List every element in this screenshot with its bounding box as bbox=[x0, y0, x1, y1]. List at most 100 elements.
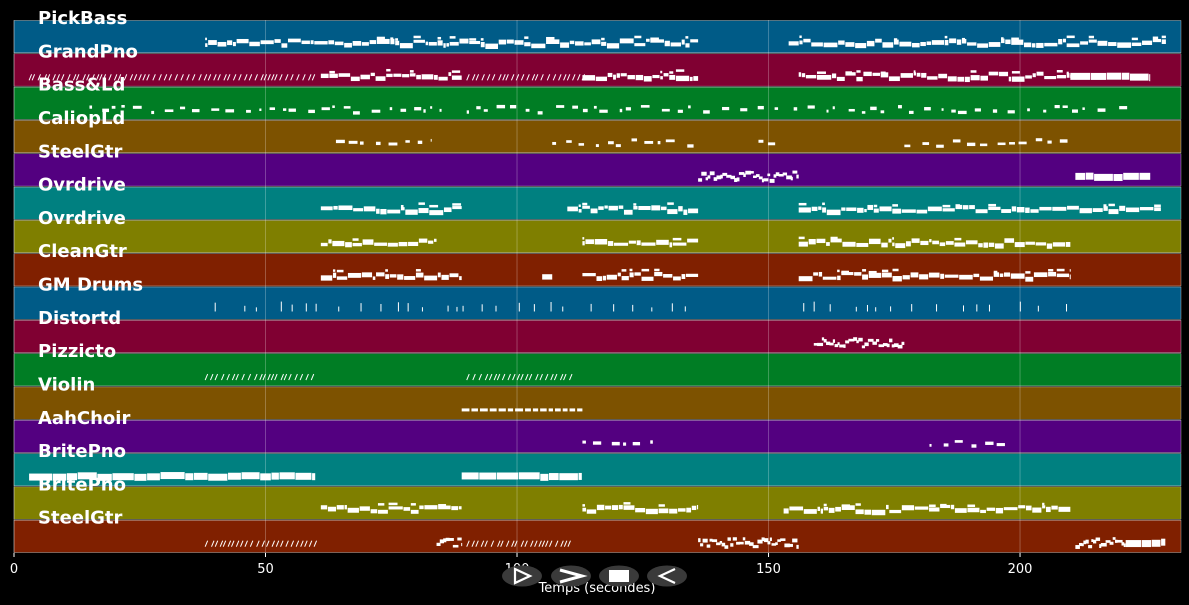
note bbox=[1075, 545, 1080, 549]
note bbox=[769, 537, 772, 541]
note bbox=[856, 76, 863, 82]
note bbox=[952, 139, 961, 143]
note bbox=[546, 39, 560, 44]
note bbox=[388, 142, 398, 146]
note bbox=[745, 170, 751, 175]
note bbox=[1125, 207, 1140, 213]
note bbox=[816, 238, 826, 244]
note bbox=[397, 274, 404, 280]
note bbox=[213, 74, 217, 81]
note bbox=[1048, 271, 1057, 277]
note bbox=[664, 40, 670, 47]
note bbox=[629, 272, 634, 278]
note bbox=[955, 204, 960, 207]
note bbox=[1108, 203, 1115, 207]
note bbox=[415, 269, 421, 272]
note bbox=[582, 504, 586, 507]
stop-button[interactable] bbox=[599, 565, 639, 587]
note bbox=[549, 540, 553, 547]
note bbox=[774, 107, 779, 110]
note bbox=[211, 540, 215, 547]
note bbox=[479, 408, 488, 412]
note bbox=[929, 507, 940, 512]
track-row bbox=[13, 153, 1182, 187]
note bbox=[75, 74, 80, 81]
note bbox=[752, 545, 759, 549]
note bbox=[540, 408, 547, 412]
note bbox=[443, 538, 447, 543]
note bbox=[386, 73, 393, 78]
note bbox=[217, 74, 221, 81]
note bbox=[332, 105, 335, 108]
note bbox=[738, 172, 745, 175]
note bbox=[1161, 35, 1166, 39]
note bbox=[421, 74, 434, 80]
note bbox=[359, 506, 370, 511]
note bbox=[418, 208, 429, 214]
note bbox=[856, 70, 861, 73]
note bbox=[914, 506, 929, 510]
note bbox=[900, 73, 913, 78]
note bbox=[892, 276, 902, 282]
note bbox=[1001, 209, 1012, 213]
note bbox=[1033, 272, 1048, 278]
note bbox=[845, 71, 853, 74]
note bbox=[563, 74, 567, 81]
note bbox=[1088, 39, 1097, 43]
note bbox=[553, 373, 558, 381]
note bbox=[362, 239, 374, 245]
note bbox=[338, 205, 353, 211]
note bbox=[466, 373, 470, 381]
note bbox=[1151, 539, 1161, 547]
note bbox=[497, 540, 501, 547]
note bbox=[274, 39, 281, 43]
playback-controls[interactable] bbox=[502, 565, 687, 587]
note bbox=[578, 209, 582, 213]
note bbox=[687, 238, 699, 243]
note bbox=[60, 74, 65, 81]
note bbox=[288, 108, 296, 112]
fast-forward-button[interactable] bbox=[551, 565, 591, 587]
note bbox=[897, 344, 903, 349]
note bbox=[577, 408, 583, 412]
note bbox=[400, 108, 407, 112]
note bbox=[873, 204, 878, 208]
note bbox=[996, 443, 1005, 447]
note bbox=[892, 268, 899, 272]
note bbox=[1032, 73, 1036, 78]
note bbox=[820, 508, 823, 514]
note bbox=[1152, 38, 1162, 43]
note bbox=[1129, 73, 1149, 81]
note bbox=[611, 441, 620, 446]
note bbox=[944, 35, 948, 39]
note bbox=[837, 342, 840, 346]
note bbox=[214, 373, 219, 381]
note-marks bbox=[28, 35, 1166, 549]
note bbox=[448, 538, 454, 541]
note bbox=[892, 242, 895, 247]
note bbox=[538, 540, 542, 547]
note bbox=[1088, 35, 1095, 39]
note bbox=[1011, 206, 1017, 212]
note bbox=[977, 43, 989, 48]
note bbox=[344, 505, 347, 510]
x-tick-label: 50 bbox=[257, 562, 274, 577]
note bbox=[480, 38, 484, 41]
note bbox=[1010, 273, 1025, 279]
note bbox=[123, 74, 128, 81]
note bbox=[947, 76, 957, 82]
note bbox=[641, 242, 656, 246]
note bbox=[678, 206, 683, 212]
rewind-button[interactable] bbox=[647, 565, 687, 587]
note bbox=[817, 342, 824, 347]
note bbox=[502, 74, 506, 81]
note bbox=[845, 72, 856, 76]
note bbox=[813, 272, 819, 276]
note bbox=[713, 177, 718, 181]
play-button[interactable] bbox=[502, 565, 542, 587]
track-label: BritePno bbox=[38, 474, 126, 495]
note bbox=[957, 110, 967, 115]
note bbox=[524, 36, 529, 39]
track-label: PickBass bbox=[38, 8, 127, 29]
note bbox=[582, 237, 585, 240]
